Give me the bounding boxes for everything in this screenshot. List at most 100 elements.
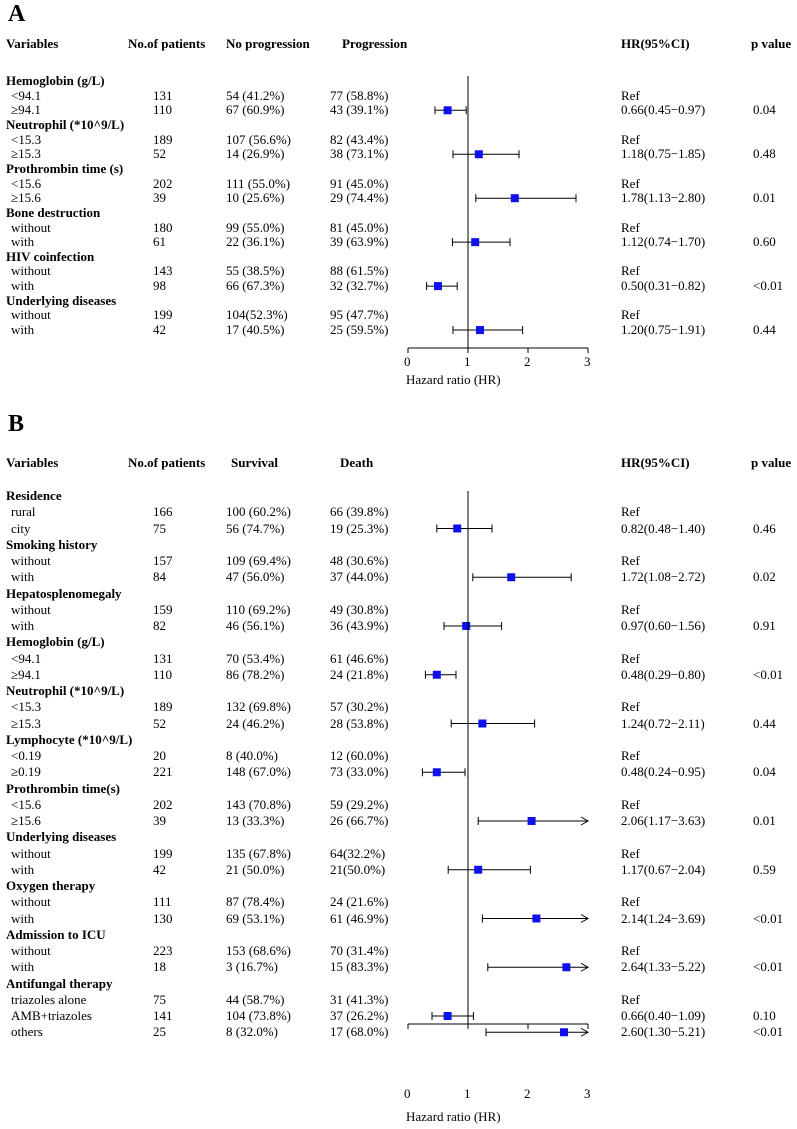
row-label: ≥15.6 [11,813,41,828]
row-outcome-1: 110 (69.2%) [226,601,291,617]
row-hr-text: Ref [621,894,640,910]
row-label: <15.6 [11,796,42,812]
group-heading: Residence [6,488,62,503]
hr-marker [476,326,484,335]
row-outcome-2: 57 (30.2%) [330,699,389,715]
row-outcome-2: 24 (21.8%) [330,666,389,682]
row-hr-text: 0.82(0.48−1.40) [621,520,706,536]
row-label: with [11,278,35,294]
row-outcome-1: 66 (67.3%) [226,278,285,294]
row-outcome-1: 86 (78.2%) [226,666,285,682]
x-tick-label: 1 [464,354,471,369]
hr-marker [432,768,441,777]
row-n: 221 [153,764,173,780]
row-label: <0.19 [11,748,42,763]
group-heading: Prothrombin time(s) [6,780,120,796]
row-label: <94.1 [11,87,42,103]
row-outcome-2: 19 (25.3%) [330,520,389,536]
row-outcome-1: 56 (74.7%) [226,520,285,536]
row-outcome-2: 82 (43.4%) [330,131,389,147]
row-outcome-1: 99 (55.0%) [226,219,285,235]
row-n: 166 [153,504,173,520]
hr-marker [562,963,571,972]
row-outcome-1: 22 (36.1%) [226,234,285,250]
row-label: triazoles alone [11,991,87,1007]
row-hr-text: Ref [621,650,640,666]
row-outcome-1: 143 (70.8%) [226,796,291,812]
row-p-value: 0.04 [753,102,776,118]
hr-marker [507,573,516,582]
hr-marker [443,1012,452,1020]
row-n: 202 [153,796,173,812]
row-outcome-1: 54 (41.2%) [226,87,285,103]
row-outcome-2: 43 (39.1%) [330,102,389,118]
row-n: 98 [153,278,166,294]
row-n: 143 [153,263,173,279]
row-outcome-1: 46 (56.1%) [226,618,285,633]
x-tick-label: 2 [524,1086,531,1101]
header-outcome-2: Progression [342,36,408,51]
group-heading: Oxygen therapy [6,878,96,893]
group-heading: Lymphocyte (*10^9/L) [6,731,133,747]
x-tick-label: 3 [584,354,591,369]
header-p-value: p value [751,455,792,470]
row-label: without [11,219,51,235]
row-p-value: <0.01 [753,959,784,975]
row-outcome-1: 47 (56.0%) [226,569,285,585]
row-n: 111 [153,894,172,910]
row-label: <15.6 [11,175,42,191]
row-hr-text: 0.66(0.45−0.97) [621,102,706,118]
row-label: with [11,322,35,338]
ci-arrow [580,914,590,923]
row-outcome-2: 37 (44.0%) [330,569,389,585]
row-label: with [11,569,35,585]
row-n: 110 [153,666,173,682]
hr-marker [434,282,442,291]
row-outcome-2: 36 (43.9%) [330,618,389,633]
row-outcome-1: 132 (69.8%) [226,699,291,715]
row-p-value: 0.44 [753,322,776,338]
header-outcome-1: No progression [226,36,310,51]
row-outcome-2: 73 (33.0%) [330,764,389,780]
row-outcome-1: 109 (69.4%) [226,553,291,568]
x-tick-label: 2 [524,354,531,369]
row-outcome-2: 48 (30.6%) [330,553,389,568]
row-hr-text: Ref [621,175,640,191]
group-heading: Admission to ICU [6,926,106,942]
row-label: <15.3 [11,699,42,715]
row-outcome-1: 17 (40.5%) [226,322,285,338]
row-outcome-2: 59 (29.2%) [330,796,389,812]
row-outcome-2: 64(32.2%) [330,845,386,861]
row-outcome-1: 24 (46.2%) [226,715,285,731]
row-n: 61 [153,234,166,250]
row-label: without [11,601,51,617]
row-hr-text: 1.12(0.74−1.70) [621,234,706,250]
row-outcome-2: 70 (31.4%) [330,943,389,958]
group-heading: Neutrophil (*10^9/L) [6,116,125,132]
row-n: 52 [153,715,166,731]
header-hr-ci: HR(95%CI) [621,455,690,470]
row-n: 189 [153,131,173,147]
row-p-value: <0.01 [753,666,784,682]
group-heading: Smoking history [6,536,98,552]
row-outcome-1: 67 (60.9%) [226,102,285,118]
row-label: others [11,1024,43,1040]
row-hr-text: Ref [621,87,640,103]
row-p-value: 0.02 [753,569,776,585]
row-hr-text: Ref [621,748,640,763]
row-hr-text: 0.97(0.60−1.56) [621,618,706,633]
row-n: 223 [153,943,173,958]
header-outcome-1: Survival [231,455,278,470]
row-hr-text: 1.24(0.72−2.11) [621,715,705,731]
row-n: 42 [153,322,166,338]
row-n: 39 [153,813,166,828]
row-n: 110 [153,102,173,118]
row-outcome-2: 61 (46.9%) [330,910,389,926]
hr-marker [471,238,480,247]
row-outcome-2: 38 (73.1%) [330,146,389,162]
header-outcome-2: Death [340,455,374,470]
row-outcome-1: 8 (32.0%) [226,1024,278,1040]
row-p-value: <0.01 [753,910,784,926]
row-label: rural [11,504,36,520]
group-heading: Antifungal therapy [6,975,113,991]
